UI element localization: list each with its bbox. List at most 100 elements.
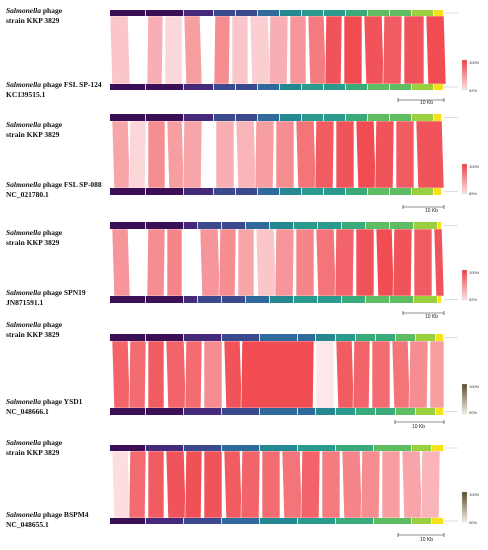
panel-5-link-1 bbox=[111, 450, 131, 519]
panel-4-top-label: Salmonella phage strain KKP 3829 bbox=[6, 320, 63, 339]
panel-5-link-10 bbox=[281, 450, 303, 519]
panel-2-link-4 bbox=[166, 120, 185, 189]
panel-3-link-15 bbox=[413, 228, 433, 297]
panel-2-link-3 bbox=[147, 120, 166, 189]
panel-1-link-1 bbox=[109, 15, 131, 85]
panel-2-link-7 bbox=[235, 120, 257, 189]
panel-5-link-4 bbox=[165, 450, 187, 519]
panel-2-link-2 bbox=[128, 120, 147, 189]
panel-3-link-12 bbox=[355, 228, 375, 297]
panel-3-link-1 bbox=[111, 228, 131, 297]
panel-1-top-track bbox=[110, 10, 458, 16]
panel-4-link-14 bbox=[408, 340, 429, 409]
panel-1-link-13 bbox=[363, 15, 385, 85]
panel-4-link-13 bbox=[391, 340, 411, 409]
panel-3-link-2 bbox=[146, 228, 166, 297]
panel-5-legend-bar bbox=[461, 491, 468, 523]
panel-3-link-5 bbox=[218, 228, 237, 297]
panel-2-link-11 bbox=[314, 120, 335, 189]
panel-2-top-label: Salmonella phage strain KKP 3829 bbox=[6, 120, 63, 139]
panel-5-link-9 bbox=[261, 450, 281, 519]
panel-4-bottom-track bbox=[110, 408, 458, 415]
panel-3-bottom-track bbox=[110, 296, 458, 303]
panel-4-scale-label: 10 Kb bbox=[412, 424, 426, 430]
panel-2-legend-min: 89% bbox=[469, 191, 478, 196]
panel-5-link-16 bbox=[401, 450, 423, 519]
panel-4-link-6 bbox=[203, 340, 223, 409]
panel-4-link-7 bbox=[223, 340, 243, 409]
panel-4-link-10 bbox=[335, 340, 355, 409]
panel-2-link-6 bbox=[215, 120, 235, 189]
panel-2-link-16 bbox=[415, 120, 445, 189]
panel-2-link-15 bbox=[395, 120, 415, 189]
panel-2-link-14 bbox=[374, 120, 395, 189]
panel-3-scale-label: 10 Kb bbox=[425, 314, 439, 320]
panel-2-legend-bar bbox=[461, 163, 468, 195]
panel-3-link-13 bbox=[375, 228, 395, 297]
panel-4-link-4 bbox=[165, 340, 187, 409]
panel-5-link-6 bbox=[203, 450, 223, 519]
panel-5-top-track bbox=[110, 445, 458, 451]
panel-5-scale-label: 10 Kb bbox=[420, 537, 434, 543]
panel-1-bottom-label: Salmonella phage FSL SP-124 KC139515.1 bbox=[6, 80, 102, 99]
panel-4-link-2 bbox=[128, 340, 147, 409]
panel-3-link-10 bbox=[315, 228, 337, 297]
panel-2-bottom-track bbox=[110, 188, 458, 195]
panel-5-top-label: Salmonella phage strain KKP 3829 bbox=[6, 438, 63, 457]
panel-2-top-track bbox=[110, 114, 458, 121]
panel-5-link-7 bbox=[223, 450, 243, 519]
panel-4-legend-max: 100% bbox=[469, 384, 480, 389]
panel-3-link-8 bbox=[274, 228, 295, 297]
panel-1-link-14 bbox=[382, 15, 403, 85]
panel-3-link-11 bbox=[334, 228, 355, 297]
panel-5-link-11 bbox=[300, 450, 321, 519]
panel-3-link-14 bbox=[392, 228, 413, 297]
panel-3-top-label: Salmonella phage strain KKP 3829 bbox=[6, 228, 63, 247]
panel-3-link-16 bbox=[433, 228, 445, 297]
panel-5-link-17 bbox=[420, 450, 441, 519]
panel-1-link-3 bbox=[164, 15, 183, 85]
panel-2-link-10 bbox=[295, 120, 317, 189]
panel-4-link-11 bbox=[352, 340, 371, 409]
panel-4-legend-bar bbox=[461, 383, 468, 415]
panel-5-link-2 bbox=[128, 450, 147, 519]
panel-1-top-label: Salmonella phage strain KKP 3829 bbox=[6, 6, 63, 25]
panel-5-link-8 bbox=[240, 450, 261, 519]
panel-4-link-15 bbox=[429, 340, 445, 409]
panel-4-link-12 bbox=[371, 340, 391, 409]
panel-1-link-15 bbox=[403, 15, 425, 85]
panel-5-link-3 bbox=[147, 450, 165, 519]
panel-1-link-6 bbox=[231, 15, 249, 85]
panel-4-bottom-label: Salmonella phage YSD1 NC_048666.1 bbox=[6, 397, 83, 416]
panel-1-bottom-track bbox=[110, 84, 458, 90]
panel-1-link-11 bbox=[324, 15, 343, 85]
panel-5-link-14 bbox=[360, 450, 381, 519]
panel-4-link-5 bbox=[184, 340, 203, 409]
panel-3-legend-max: 100% bbox=[469, 270, 480, 275]
panel-5-bottom-label: Salmonella phage BSPM4 NC_048655.1 bbox=[6, 510, 89, 529]
panel-2-link-5 bbox=[182, 120, 203, 189]
panel-2-legend-max: 100% bbox=[469, 164, 480, 169]
panel-4-link-8 bbox=[240, 340, 315, 409]
panel-4-link-3 bbox=[147, 340, 165, 409]
panel-1-link-2 bbox=[146, 15, 164, 85]
panel-1-link-12 bbox=[343, 15, 363, 85]
panel-5-legend-min: 90% bbox=[469, 520, 478, 525]
panel-3-link-6 bbox=[237, 228, 255, 297]
panel-4-legend-min: 90% bbox=[469, 410, 478, 415]
panel-1-link-16 bbox=[425, 15, 447, 85]
panel-5-link-15 bbox=[381, 450, 401, 519]
panel-5-link-13 bbox=[341, 450, 363, 519]
panel-1-link-4 bbox=[183, 15, 203, 85]
panel-2-link-9 bbox=[275, 120, 295, 189]
panel-5-legend-max: 100% bbox=[469, 492, 480, 497]
panel-5-link-5 bbox=[184, 450, 203, 519]
panel-3-legend-min: 92% bbox=[469, 297, 478, 302]
panel-1-legend-bar bbox=[461, 59, 468, 91]
panel-2-link-1 bbox=[111, 120, 131, 189]
panel-2-scale-label: 10 Kb bbox=[425, 208, 439, 214]
panel-3-top-track bbox=[110, 222, 458, 229]
panel-3-bottom-label: Salmonella phage SPN19 JN871591.1 bbox=[6, 288, 86, 307]
panel-1-legend-max: 100% bbox=[469, 60, 480, 65]
